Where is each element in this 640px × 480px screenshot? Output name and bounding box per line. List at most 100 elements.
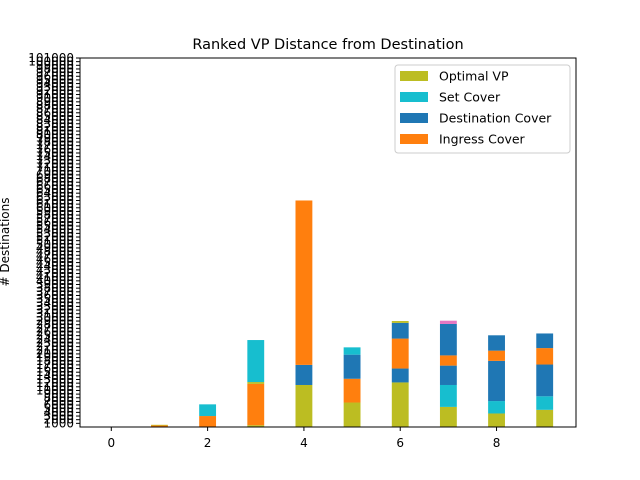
bar-segment [295,200,313,365]
y-tick-label: 94000 [36,77,74,91]
y-tick-label: 50000 [36,237,74,251]
x-tick-label: 8 [493,436,501,450]
bar-segment [536,348,554,365]
y-tick-label: 82000 [36,120,74,134]
y-tick-label: 29000 [36,314,74,328]
y-tick-label: 47000 [36,248,74,262]
y-tick-label: 46000 [36,252,74,266]
y-tick-label: 15000 [36,365,74,379]
y-tick-label: 83000 [36,117,74,131]
legend-label: Optimal VP [439,69,509,84]
y-tick-label: 61000 [36,197,74,211]
y-tick-label: 17000 [36,358,74,372]
bar-segment [536,396,554,410]
y-tick-label: 95000 [36,73,74,87]
bar-segment [247,340,265,383]
y-tick-label: 63000 [36,190,74,204]
y-tick-label: 91000 [36,88,74,102]
y-tick-label: 4000 [43,405,74,419]
y-tick-label: 90000 [36,91,74,105]
legend-label: Set Cover [439,90,501,105]
y-tick-label: 99000 [36,58,74,72]
bar-segment [391,321,409,323]
bar-segment [488,350,505,361]
y-tick-label: 98000 [36,62,74,76]
bar-segment [391,338,409,369]
y-tick-label: 48000 [36,245,74,259]
y-tick-label: 8000 [43,391,74,405]
x-tick-label: 4 [300,436,308,450]
y-tick-label: 36000 [36,288,74,302]
y-tick-label: 20000 [36,347,74,361]
y-tick-label: 39000 [36,278,74,292]
bar-segment [199,404,217,417]
x-axis-ticks: 0 2 4 6 8 [107,427,500,450]
bar-segment [295,384,313,427]
bar-segment [488,401,505,414]
y-tick-label: 40000 [36,274,74,288]
y-tick-label: 77000 [36,139,74,153]
bar-segment [151,425,168,427]
y-tick-label: 86000 [36,106,74,120]
y-tick-label: 22000 [36,340,74,354]
y-tick-label: 52000 [36,230,74,244]
y-tick-label: 74000 [36,150,74,164]
y-tick-label: 53000 [36,226,74,240]
bar-segment [488,413,505,427]
y-tick-label: 21000 [36,343,74,357]
y-tick-label: 59000 [36,204,74,218]
bar-segment [439,365,457,385]
y-tick-label: 2000 [43,413,74,427]
y-tick-label: 57000 [36,212,74,226]
y-tick-label: 23000 [36,336,74,350]
x-tick-label: 6 [396,436,404,450]
y-tick-label: 38000 [36,281,74,295]
y-tick-label: 10000 [36,383,74,397]
y-tick-label: 6000 [43,398,74,412]
y-tick-label: 64000 [36,186,74,200]
bar-segment [343,347,361,355]
legend-swatch [400,113,428,123]
y-tick-label: 56000 [36,215,74,229]
y-tick-label: 24000 [36,332,74,346]
y-tick-label: 84000 [36,113,74,127]
y-tick-label: 78000 [36,135,74,149]
y-tick-label: 72000 [36,157,74,171]
bar-segment [439,320,457,324]
y-tick-label: 5000 [43,402,74,416]
y-tick-label: 58000 [36,208,74,222]
y-tick-label: 42000 [36,267,74,281]
y-tick-label: 75000 [36,146,74,160]
x-tick-label: 0 [107,436,115,450]
y-tick-label: 62000 [36,193,74,207]
bar-segment [391,322,409,339]
y-tick-label: 26000 [36,325,74,339]
chart-title: Ranked VP Distance from Destination [192,37,463,53]
y-tick-label: 101000 [28,51,74,65]
y-tick-label: 19000 [36,351,74,365]
bar-segment [439,323,457,356]
y-tick-label: 97000 [36,66,74,80]
bar-segment [199,416,217,427]
y-tick-label: 35000 [36,292,74,306]
y-tick-label: 60000 [36,201,74,215]
y-tick-label: 81000 [36,124,74,138]
legend-swatch [400,134,428,144]
y-tick-label: 16000 [36,362,74,376]
y-tick-label: 3000 [43,409,74,423]
y-tick-label: 18000 [36,354,74,368]
y-axis-label: # Destinations [0,198,12,287]
y-tick-label: 13000 [36,373,74,387]
bar-segment [295,364,313,385]
y-tick-label: 45000 [36,256,74,270]
y-tick-label: 79000 [36,131,74,145]
y-tick-label: 55000 [36,219,74,233]
y-tick-label: 44000 [36,259,74,273]
y-tick-label: 41000 [36,270,74,284]
bar-segment [247,425,265,427]
bar-segment [247,382,265,384]
y-tick-label: 65000 [36,183,74,197]
y-tick-label: 33000 [36,299,74,313]
y-tick-label: 70000 [36,164,74,178]
